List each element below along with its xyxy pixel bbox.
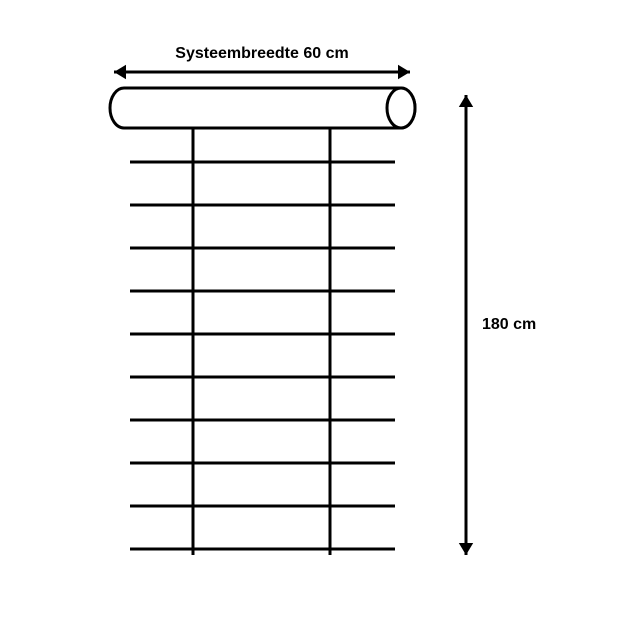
headrail-endcap	[387, 88, 415, 128]
blind-dimension-diagram: Systeembreedte 60 cm 180 cm	[0, 0, 620, 620]
height-dimension-label: 180 cm	[482, 316, 536, 333]
width-dimension-label: Systeembreedte 60 cm	[175, 45, 348, 62]
headrail	[110, 88, 415, 128]
